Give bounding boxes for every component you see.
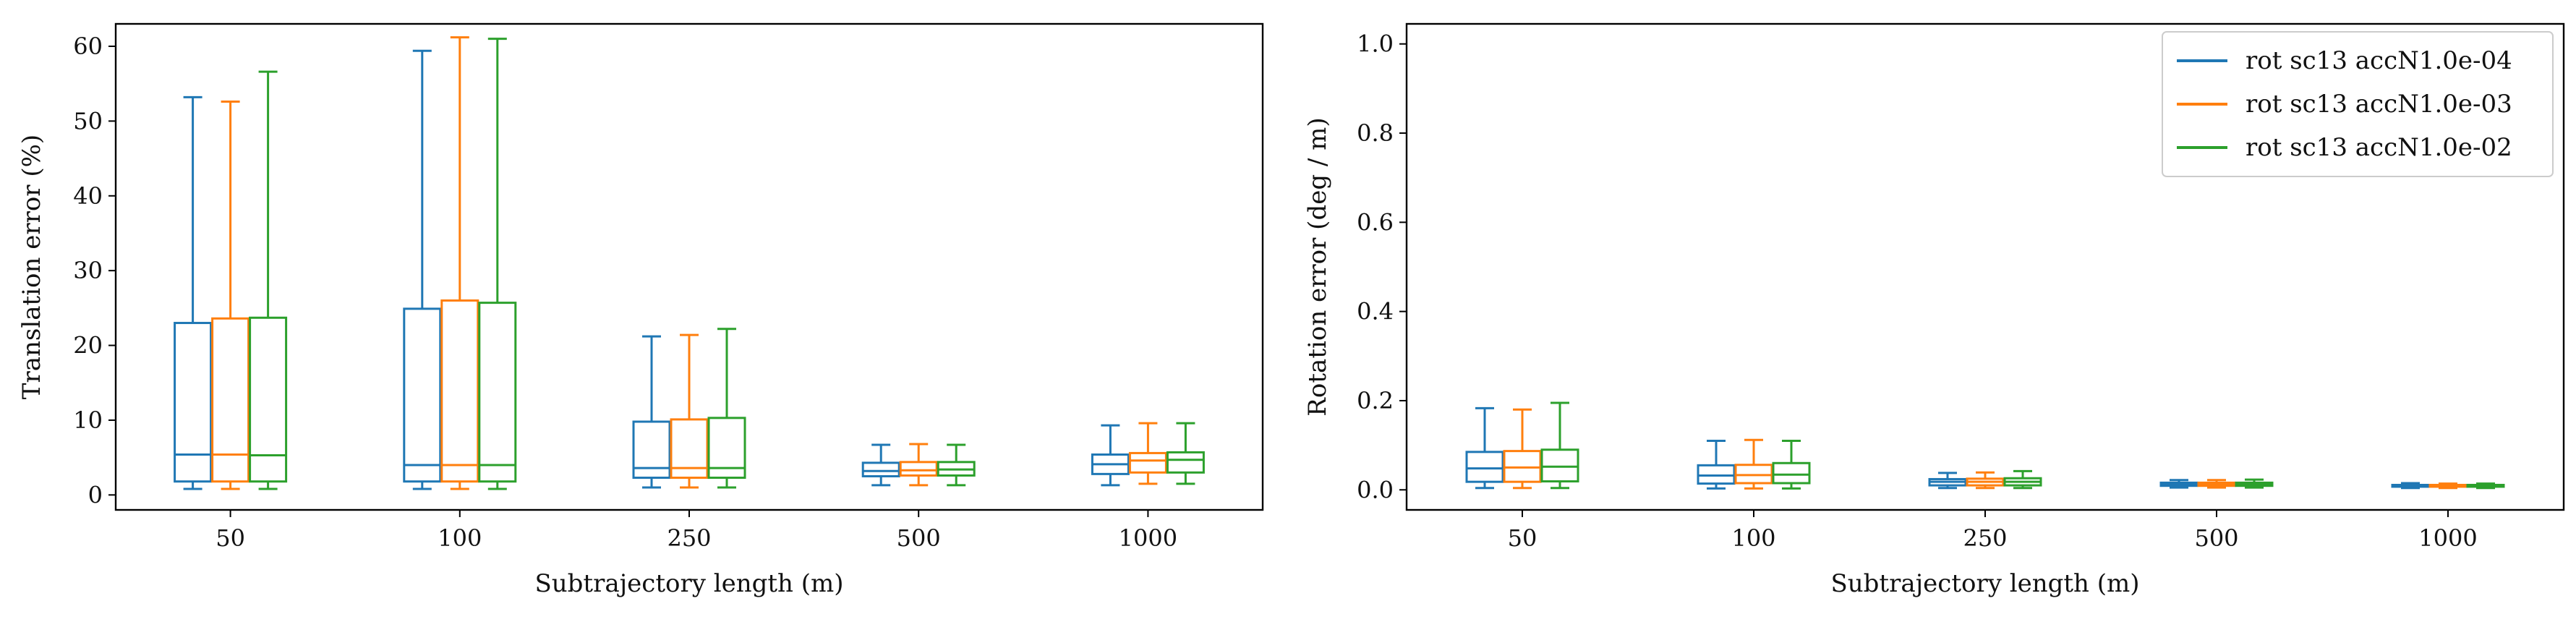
- iqr-box: [1540, 448, 1579, 483]
- iqr-box: [249, 316, 288, 483]
- translation-x-ticks: 50 100 250 500 1000: [216, 524, 1177, 552]
- legend: rot sc13 accN1.0e-04 rot sc13 accN1.0e-0…: [2162, 31, 2554, 177]
- y-tick-label: 30: [73, 257, 103, 284]
- legend-label: rot sc13 accN1.0e-04: [2246, 46, 2512, 75]
- x-tick-label: 50: [1508, 524, 1538, 552]
- y-tick-label: 0: [88, 481, 103, 508]
- iqr-box: [1772, 461, 1811, 485]
- iqr-box: [632, 420, 671, 480]
- x-tick-label: 1000: [2418, 524, 2477, 552]
- box-50-series-1: [174, 95, 213, 490]
- iqr-box: [1697, 464, 1736, 485]
- box-1000-series-3: [1166, 422, 1205, 485]
- y-axis-label: Translation error (%): [17, 135, 46, 399]
- box-50-series-3: [1540, 401, 1579, 490]
- box-100-series-2: [440, 36, 479, 490]
- y-tick-label: 1.0: [1357, 30, 1394, 58]
- box-500-series-1: [861, 443, 900, 487]
- iqr-box: [861, 461, 900, 477]
- box-250-series-3: [2003, 469, 2042, 490]
- rotation-y-ticks: 0.0 0.2 0.4 0.6 0.8 1.0: [1357, 30, 1394, 504]
- rotation-x-ticks: 50 100 250 500 1000: [1508, 524, 2478, 552]
- iqr-box: [174, 322, 213, 483]
- box-1000-series-2: [1128, 422, 1167, 485]
- legend-label: rot sc13 accN1.0e-03: [2246, 90, 2512, 119]
- iqr-box: [211, 317, 250, 483]
- y-tick-label: 0.8: [1357, 119, 1394, 147]
- box-500-series-2: [2197, 479, 2236, 489]
- box-100-series-2: [1734, 438, 1773, 490]
- iqr-box: [1503, 450, 1542, 483]
- box-250-series-1: [632, 335, 671, 489]
- y-tick-label: 0.2: [1357, 387, 1394, 414]
- translation-y-ticks: 0 10 20 30 40 50 60: [73, 33, 103, 508]
- box-50-series-3: [249, 70, 288, 490]
- x-tick-label: 100: [438, 524, 482, 552]
- box-500-series-1: [2159, 479, 2198, 489]
- y-tick-label: 60: [73, 33, 103, 60]
- y-tick-label: 0.6: [1357, 208, 1394, 236]
- box-50-series-2: [211, 101, 250, 490]
- x-tick-label: 500: [897, 524, 941, 552]
- box-50-series-1: [1465, 406, 1504, 490]
- x-tick-label: 50: [216, 524, 245, 552]
- box-100-series-3: [478, 38, 517, 490]
- iqr-box: [1465, 451, 1504, 483]
- legend-label: rot sc13 accN1.0e-02: [2246, 133, 2512, 162]
- x-tick-label: 250: [667, 524, 711, 552]
- x-tick-label: 500: [2194, 524, 2238, 552]
- legend-box: [2162, 31, 2554, 177]
- y-axis-label: Rotation error (deg / m): [1303, 117, 1332, 416]
- box-500-series-3: [2235, 478, 2274, 489]
- box-100-series-1: [1697, 439, 1736, 490]
- translation-boxplot-marks: [108, 36, 1205, 517]
- box-500-series-3: [937, 443, 976, 487]
- iqr-box: [670, 418, 709, 480]
- x-axis-label: Subtrajectory length (m): [534, 569, 843, 598]
- box-1000-series-3: [2466, 482, 2505, 490]
- box-1000-series-1: [2391, 482, 2430, 490]
- iqr-box: [478, 302, 517, 483]
- iqr-box: [707, 417, 746, 480]
- x-tick-label: 1000: [1119, 524, 1177, 552]
- box-1000-series-2: [2428, 482, 2468, 490]
- y-tick-label: 10: [73, 406, 103, 434]
- box-1000-series-1: [1091, 424, 1130, 487]
- box-250-series-1: [1928, 472, 1967, 490]
- iqr-box: [440, 299, 479, 483]
- box-100-series-1: [403, 49, 442, 490]
- y-tick-label: 50: [73, 107, 103, 135]
- rotation-boxplot-marks: [1399, 43, 2505, 517]
- iqr-box: [1128, 451, 1167, 474]
- y-tick-label: 0.0: [1357, 476, 1394, 503]
- box-50-series-2: [1503, 408, 1542, 490]
- iqr-box: [1166, 451, 1205, 474]
- x-axis-label: Subtrajectory length (m): [1830, 569, 2139, 598]
- iqr-box: [899, 461, 938, 477]
- x-tick-label: 100: [1731, 524, 1775, 552]
- box-250-series-2: [670, 333, 709, 489]
- rotation-error-panel: 50 100 250 500 1000 0.0 0.2 0.4 0.6 0.8 …: [1303, 22, 2565, 598]
- box-250-series-2: [1966, 471, 2005, 490]
- y-tick-label: 40: [73, 182, 103, 210]
- iqr-box: [1734, 464, 1773, 485]
- box-250-series-3: [707, 328, 746, 489]
- plot-frame: [114, 22, 1264, 511]
- y-tick-label: 0.4: [1357, 298, 1394, 325]
- box-100-series-3: [1772, 439, 1811, 490]
- plot-frame: [1405, 22, 2565, 511]
- x-tick-label: 250: [1963, 524, 2007, 552]
- translation-error-panel: 50 100 250 500 1000 0 10 20 30 40 50 60 …: [17, 22, 1264, 598]
- iqr-box: [403, 307, 442, 483]
- y-tick-label: 20: [73, 332, 103, 359]
- box-500-series-2: [899, 443, 938, 487]
